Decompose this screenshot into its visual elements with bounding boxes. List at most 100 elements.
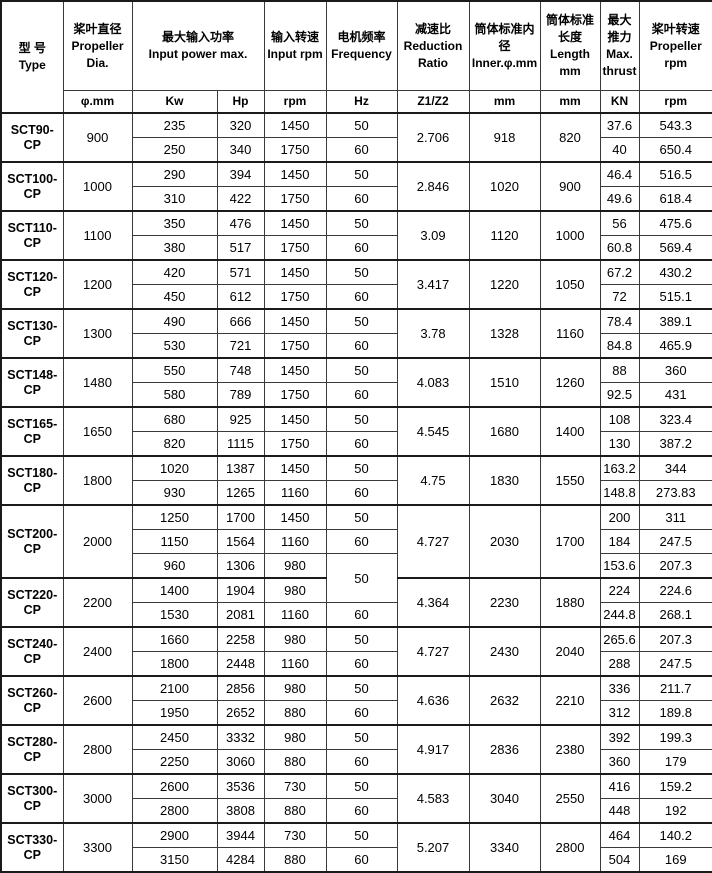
cell-max-thrust: 72 [599, 284, 640, 310]
cell-propeller-rpm: 323.4 [638, 406, 712, 432]
cell-frequency: 50 [325, 626, 398, 652]
cell-type: SCT180-CP [0, 455, 64, 506]
unit-header-kw-unit: Kw [131, 90, 218, 114]
cell-propeller-rpm: 189.8 [638, 700, 712, 726]
cell-max-thrust: 60.8 [599, 235, 640, 261]
cell-propeller-rpm: 311 [638, 504, 712, 530]
cell-length: 1160 [539, 308, 601, 359]
cell-frequency: 60 [325, 798, 398, 824]
cell-reduction-ratio: 5.207 [396, 822, 470, 873]
cell-frequency: 60 [325, 749, 398, 775]
cell-frequency: 50 [325, 504, 398, 530]
table-row: 250 340 1750 60 40 650.4 [1, 137, 712, 163]
cell-propeller-dia: 1100 [62, 210, 133, 261]
unit-header-thrust-unit: KN [599, 90, 640, 114]
table-row: 930 1265 1160 60 148.8 273.83 [1, 480, 712, 506]
cell-power-hp: 3060 [216, 749, 265, 775]
cell-max-thrust: 224 [599, 577, 640, 603]
cell-max-thrust: 130 [599, 431, 640, 457]
cell-frequency: 60 [325, 529, 398, 554]
cell-propeller-rpm: 516.5 [638, 161, 712, 187]
cell-reduction-ratio: 4.083 [396, 357, 470, 408]
table-header: 型 号 Type 桨叶直径 Propeller Dia. 最大输入功率 Input pow… [0, 0, 712, 114]
cell-propeller-rpm: 179 [638, 749, 712, 775]
table-row: 450 612 1750 60 72 515.1 [1, 284, 712, 310]
unit-header-prop-rpm-unit: rpm [638, 90, 712, 114]
cell-max-thrust: 153.6 [599, 553, 640, 579]
table-row: SCT90-CP 900 235 320 1450 50 2.706 918 820 37.6 54… [0, 112, 712, 163]
cell-inner-dia: 918 [468, 112, 541, 163]
cell-power-kw: 960 [131, 553, 218, 579]
cell-frequency: 50 [325, 724, 398, 750]
cell-input-rpm: 1450 [263, 259, 327, 285]
cell-input-rpm: 1450 [263, 455, 327, 481]
cell-length: 820 [539, 112, 601, 163]
cell-type: SCT100-CP [0, 161, 64, 212]
col-header-propeller-dia: 桨叶直径 Propeller Dia. [62, 0, 133, 91]
cell-length: 1050 [539, 259, 601, 310]
cell-frequency: 60 [325, 137, 398, 163]
cell-input-rpm: 880 [263, 798, 327, 824]
cell-length: 1260 [539, 357, 601, 408]
cell-inner-dia: 2230 [468, 577, 541, 628]
table-row: SCT100-CP 1000 290 394 1450 50 2.846 1020 900 46.… [0, 161, 712, 212]
table-row: SCT280-CP 2800 2450 3332 980 50 4.917 2836 2380 3… [0, 724, 712, 775]
cell-power-hp: 789 [216, 382, 265, 408]
cell-propeller-rpm: 465.9 [638, 333, 712, 359]
cell-max-thrust: 163.2 [599, 455, 640, 481]
cell-input-rpm: 1750 [263, 284, 327, 310]
cell-inner-dia: 1020 [468, 161, 541, 212]
cell-power-kw: 2250 [131, 749, 218, 775]
table-row: SCT300-CP 3000 2600 3536 730 50 4.583 3040 2550 4… [0, 773, 712, 824]
cell-inner-dia: 1830 [468, 455, 541, 506]
cell-propeller-dia: 1000 [62, 161, 133, 212]
cell-max-thrust: 464 [599, 822, 640, 848]
col-header-length: 筒体标准长度 Length mm [539, 0, 601, 91]
table-row: 1150 1564 1160 60 184 247.5 [1, 529, 712, 554]
cell-length: 1000 [539, 210, 601, 261]
cell-propeller-dia: 2600 [62, 675, 133, 726]
unit-header-length-unit: mm [539, 90, 601, 114]
cell-inner-dia: 1680 [468, 406, 541, 457]
cell-propeller-dia: 2400 [62, 626, 133, 677]
cell-power-kw: 490 [131, 308, 218, 334]
cell-power-kw: 420 [131, 259, 218, 285]
cell-input-rpm: 980 [263, 626, 327, 652]
cell-propeller-rpm: 247.5 [638, 529, 712, 554]
table-row: SCT165-CP 1650 680 925 1450 50 4.545 1680 1400 10… [0, 406, 712, 457]
table-row: SCT120-CP 1200 420 571 1450 50 3.417 1220 1050 67… [0, 259, 712, 310]
col-header-input-rpm: 输入转速 Input rpm [263, 0, 327, 91]
cell-input-rpm: 730 [263, 773, 327, 799]
cell-max-thrust: 78.4 [599, 308, 640, 334]
cell-power-kw: 2600 [131, 773, 218, 799]
cell-frequency: 60 [325, 700, 398, 726]
cell-reduction-ratio: 4.583 [396, 773, 470, 824]
table-row: SCT330-CP 3300 2900 3944 730 50 5.207 3340 2800 4… [0, 822, 712, 873]
cell-max-thrust: 288 [599, 651, 640, 677]
cell-length: 1880 [539, 577, 601, 628]
cell-type: SCT280-CP [0, 724, 64, 775]
cell-propeller-rpm: 247.5 [638, 651, 712, 677]
cell-power-hp: 721 [216, 333, 265, 359]
cell-max-thrust: 184 [599, 529, 640, 554]
cell-frequency: 50 [325, 161, 398, 187]
cell-propeller-dia: 3000 [62, 773, 133, 824]
col-header-zh-label: 最大输入功率 [161, 30, 234, 44]
col-header-zh-label: 最大推力 [607, 13, 632, 44]
cell-type: SCT90-CP [0, 112, 64, 163]
cell-power-kw: 450 [131, 284, 218, 310]
cell-input-rpm: 1160 [263, 651, 327, 677]
cell-power-kw: 310 [131, 186, 218, 212]
table-row: 310 422 1750 60 49.6 618.4 [1, 186, 712, 212]
col-header-zh-label: 筒体标准长度 [545, 13, 594, 44]
table-row: 1950 2652 880 60 312 189.8 [1, 700, 712, 726]
cell-input-rpm: 1750 [263, 137, 327, 163]
cell-power-hp: 4284 [216, 847, 265, 873]
cell-type: SCT165-CP [0, 406, 64, 457]
cell-frequency: 60 [325, 602, 398, 628]
cell-max-thrust: 312 [599, 700, 640, 726]
cell-input-rpm: 980 [263, 553, 327, 579]
cell-propeller-dia: 3300 [62, 822, 133, 873]
